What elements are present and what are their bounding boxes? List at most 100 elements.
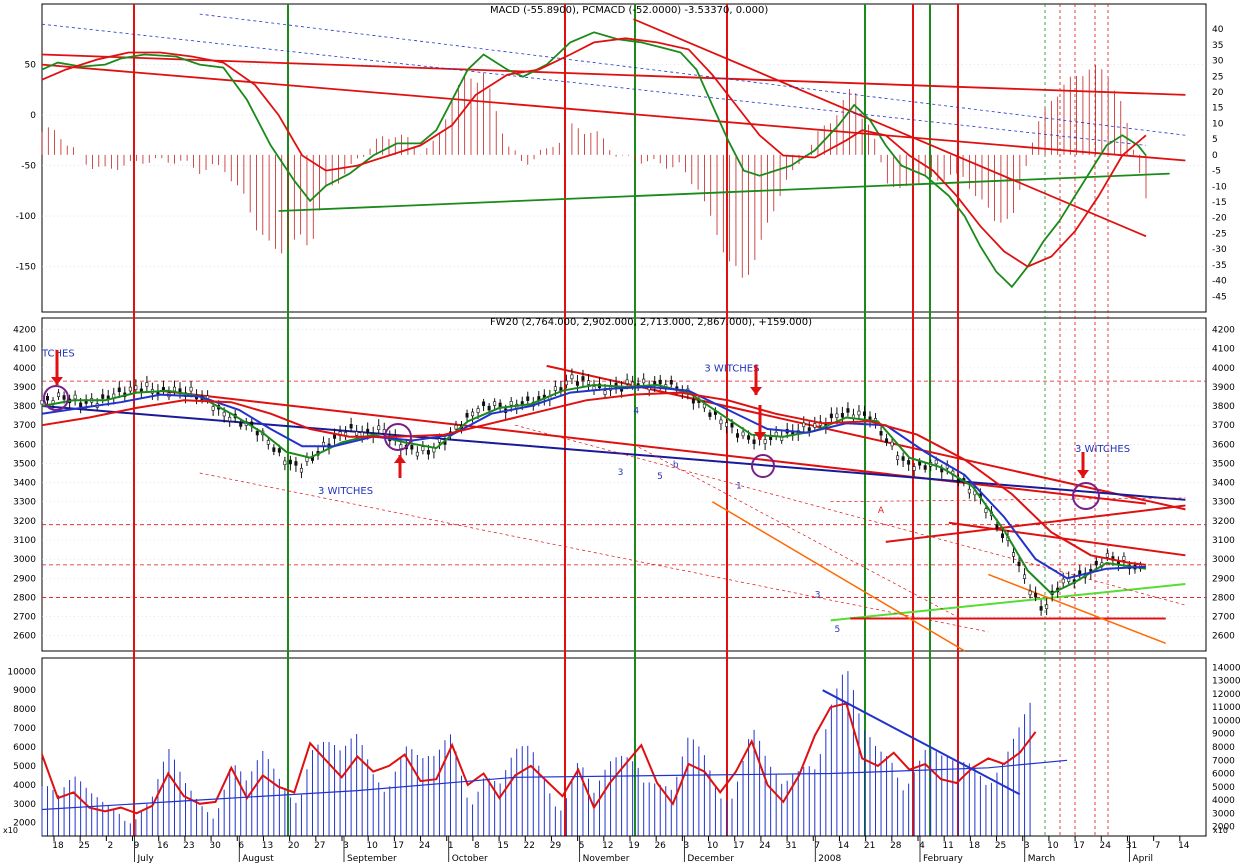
price-trendline-orange	[988, 573, 1166, 645]
axis-tick-label: 9000	[13, 686, 36, 696]
axis-tick-label: 35	[1212, 41, 1223, 51]
price-candle-body	[631, 381, 635, 387]
x-day-label: 7	[1155, 841, 1161, 851]
price-candle-body	[857, 410, 861, 416]
axis-tick-label: -20	[1212, 214, 1227, 224]
x-month-label: July	[137, 854, 155, 864]
axis-tick-label: 4000	[1212, 796, 1235, 806]
price-candle-body	[730, 423, 734, 428]
price-candle-body	[719, 419, 723, 425]
price-candle-body	[57, 392, 61, 397]
axis-tick-label: 4000	[1212, 364, 1235, 374]
axis-tick-label: 2700	[1212, 613, 1235, 623]
price-candle-body	[426, 450, 430, 455]
price-trendline-dashed	[199, 472, 989, 633]
price-candle-body	[415, 451, 419, 457]
x-day-label: 24	[759, 841, 771, 851]
price-candle-body	[736, 433, 740, 438]
price-annotation: 3 WITCHES	[704, 364, 759, 375]
x-day-label: 29	[550, 841, 562, 851]
price-candle-body	[1017, 561, 1021, 567]
price-annotation: 3	[618, 468, 624, 478]
axis-tick-label: 6000	[1212, 770, 1235, 780]
x-day-label: 15	[497, 841, 508, 851]
price-candle-body	[134, 385, 138, 390]
price-candle-body	[117, 387, 121, 392]
volume-lines	[41, 689, 1068, 815]
x-day-label: 17	[393, 841, 404, 851]
witches-arrow-head	[1077, 470, 1089, 478]
x-day-label: 14	[838, 841, 850, 851]
axis-tick-label: 4100	[1212, 345, 1235, 355]
macd-series-macd-signal	[41, 37, 1147, 268]
volume-series-volume-average	[41, 759, 1068, 811]
x-day-label: 19	[628, 841, 640, 851]
price-candle-body	[967, 488, 971, 494]
price-candle-body	[189, 386, 193, 392]
axis-tick-label: 3900	[13, 383, 36, 393]
volume-trendline	[822, 689, 1021, 796]
price-candle-body	[813, 423, 817, 428]
witches-circle	[1072, 482, 1100, 510]
axis-tick-label: 5	[1212, 135, 1218, 145]
price-candle-body	[885, 438, 889, 443]
price-candle-body	[934, 459, 938, 465]
volume-bars	[41, 671, 1031, 836]
x-month-label: February	[923, 854, 964, 864]
axis-tick-label: 5000	[1212, 783, 1235, 793]
axis-tick-label: 4000	[13, 364, 36, 374]
witches-arrow-head	[750, 387, 762, 395]
axis-tick-label: 4200	[13, 325, 36, 335]
price-candle-body	[1094, 560, 1098, 566]
axis-tick-label: 8000	[1212, 743, 1235, 753]
price-levels	[42, 380, 1206, 598]
x-day-label: 27	[314, 841, 325, 851]
price-candle-body	[581, 376, 585, 381]
witches-circle	[43, 385, 69, 411]
price-series-ma-short	[41, 383, 1147, 595]
x-month-label: November	[583, 854, 630, 864]
price-candle-body	[658, 379, 662, 385]
price-candle-body	[708, 412, 712, 417]
price-candle-body	[586, 380, 590, 385]
x-day-label: 21	[864, 841, 875, 851]
price-candle-body	[1023, 574, 1027, 579]
price-trendline	[41, 405, 1186, 501]
x-day-label: 4	[919, 841, 925, 851]
axis-tick-label: 3200	[1212, 517, 1235, 527]
x-day-label: 3	[343, 841, 349, 851]
axis-tick-label: 3600	[1212, 440, 1235, 450]
panel-frame-price	[41, 317, 1207, 652]
price-trendline-dashed	[830, 497, 1186, 503]
price-candle-body	[211, 406, 215, 411]
axis-tick-label: 3000	[13, 800, 36, 810]
price-candle-body	[625, 379, 629, 385]
x-day-label: 9	[134, 841, 140, 851]
price-candle-body	[862, 411, 866, 416]
x-day-label: 22	[524, 841, 535, 851]
axis-tick-label: 3000	[1212, 809, 1235, 819]
price-trendline-dashed	[515, 424, 1186, 606]
price-candle-body	[1122, 556, 1126, 561]
price-candle-body	[1012, 552, 1016, 557]
axis-tick-label: 3000	[1212, 555, 1235, 565]
x-day-label: 13	[262, 841, 273, 851]
price-candle-body	[299, 468, 303, 473]
price-candle-body	[73, 394, 77, 400]
axis-tick-label: 2900	[1212, 574, 1235, 584]
witches-circle	[384, 423, 412, 451]
price-candle-body	[366, 428, 370, 434]
price-series-ma-long	[41, 391, 1147, 566]
price-trendline	[160, 389, 1147, 505]
price-candle-body	[40, 399, 44, 405]
axis-tick-label: 0	[1212, 151, 1218, 161]
price-candle-body	[575, 381, 579, 386]
price-candle-body	[228, 416, 232, 422]
volume-unit-right: x10	[1213, 826, 1228, 835]
panel-frame-macd	[41, 3, 1207, 313]
price-trendline	[830, 583, 1186, 622]
price-annotation: 3 WITCHES	[1075, 444, 1130, 455]
price-annotation: 3	[815, 590, 821, 600]
axis-tick-label: 10000	[1212, 716, 1241, 726]
price-candle-body	[360, 432, 364, 437]
